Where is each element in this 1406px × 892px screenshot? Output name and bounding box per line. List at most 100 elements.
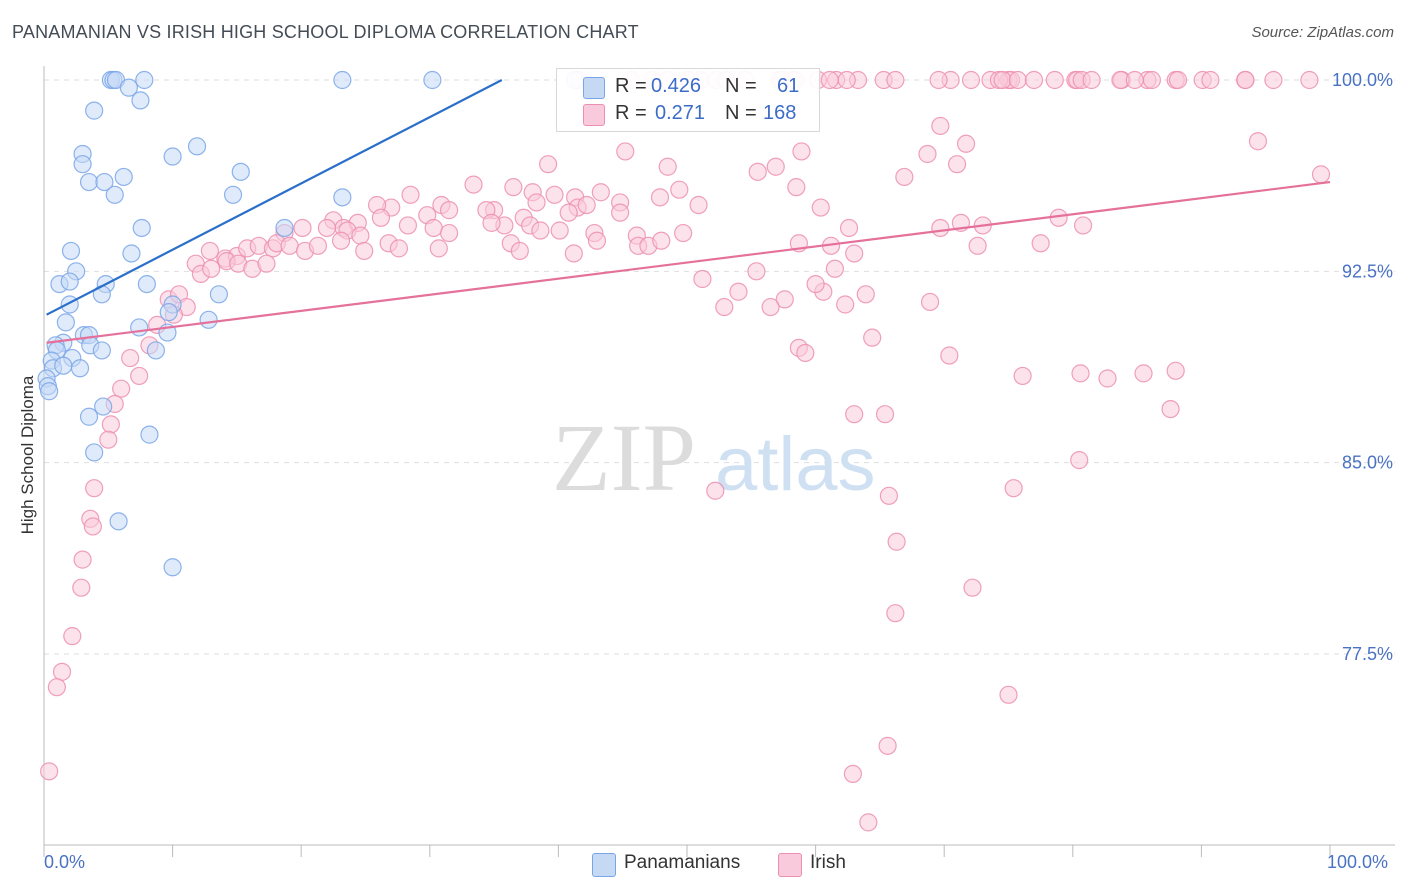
- bottom-legend-swatch-panamanians: [592, 853, 616, 877]
- irish-point-44: [1142, 70, 1162, 90]
- panamanian-point-15: [114, 167, 133, 187]
- legend-n-value-irish: 168: [763, 102, 797, 124]
- panamanian-point-22: [275, 218, 294, 238]
- panamanian-point-45: [92, 341, 111, 360]
- panamanian-point-37: [130, 318, 149, 337]
- legend-n-label: N =: [725, 75, 757, 97]
- panamanian-point-59: [109, 512, 128, 531]
- panamanian-point-16: [79, 172, 99, 192]
- irish-point-47: [1236, 70, 1255, 90]
- irish-point-138: [202, 259, 221, 278]
- irish-point-194: [886, 604, 905, 623]
- legend-r-value-irish: 0.271: [655, 102, 706, 124]
- irish-point-143: [747, 262, 766, 281]
- irish-point-106: [550, 221, 569, 240]
- irish-point-156: [121, 348, 140, 368]
- irish-point-85: [689, 195, 708, 215]
- irish-point-95: [424, 218, 443, 238]
- legend-n-label: N =: [725, 102, 757, 124]
- irish-point-93: [371, 208, 391, 227]
- irish-point-109: [351, 226, 370, 245]
- x-tick-label-min: 0.0%: [44, 852, 86, 872]
- source-credit: Source: ZipAtlas.com: [1251, 24, 1394, 41]
- irish-point-171: [806, 274, 825, 294]
- irish-point-71: [527, 193, 546, 212]
- panamanian-point-50: [54, 356, 73, 375]
- irish-point-51: [616, 142, 635, 161]
- irish-point-196: [878, 736, 897, 755]
- irish-point-29: [820, 70, 839, 90]
- irish-point-53: [918, 144, 937, 164]
- irish-point-175: [761, 297, 780, 317]
- irish-point-167: [63, 627, 82, 646]
- irish-point-177: [796, 343, 815, 363]
- panamanian-point-51: [70, 359, 90, 378]
- irish-point-169: [47, 678, 66, 697]
- panamanian-point-46: [146, 341, 165, 360]
- irish-point-157: [130, 366, 149, 386]
- y-tick-label-2: 92.5%: [1342, 261, 1393, 281]
- irish-point-59: [766, 157, 785, 176]
- y-tick-label-1: 85.0%: [1342, 453, 1393, 473]
- y-tick-label-0: 77.5%: [1342, 644, 1393, 664]
- bottom-legend-label-panamanians: Panamanians: [624, 852, 741, 873]
- panamanian-point-10: [187, 137, 207, 156]
- panamanian-point-56: [79, 407, 99, 426]
- irish-point-197: [843, 764, 862, 784]
- irish-point-199: [1073, 216, 1093, 235]
- panamanian-point-31: [209, 285, 228, 304]
- panamanian-point-55: [94, 397, 113, 416]
- irish-point-166: [72, 578, 91, 597]
- irish-point-191: [879, 486, 899, 505]
- irish-point-49: [1248, 132, 1268, 151]
- irish-point-132: [564, 244, 583, 263]
- irish-point-180: [1013, 366, 1032, 386]
- irish-point-115: [1031, 234, 1050, 253]
- panamanian-point-34: [159, 303, 178, 322]
- watermark-zip: ZIP: [552, 404, 696, 511]
- irish-point-48: [931, 116, 950, 136]
- irish-point-160: [101, 415, 120, 434]
- irish-point-146: [920, 292, 940, 312]
- irish-point-70: [591, 183, 610, 202]
- panamanian-point-17: [95, 172, 114, 192]
- irish-point-185: [1161, 399, 1180, 419]
- panamanian-point-4: [333, 70, 352, 90]
- panamanian-point-23: [61, 241, 81, 261]
- irish-point-52: [792, 142, 811, 161]
- irish-point-57: [748, 162, 767, 181]
- irish-point-97: [482, 213, 501, 232]
- irish-point-114: [968, 236, 987, 255]
- irish-point-107: [587, 231, 607, 250]
- irish-point-60: [895, 167, 914, 187]
- watermark-atlas: atlas: [715, 422, 876, 507]
- irish-point-170: [40, 762, 59, 781]
- irish-point-74: [577, 195, 596, 215]
- panamanian-point-19: [105, 185, 124, 204]
- irish-point-123: [280, 236, 299, 255]
- irish-point-161: [99, 430, 118, 449]
- x-tick-label-max: 100.0%: [1327, 852, 1389, 872]
- panamanian-point-8: [131, 91, 150, 110]
- irish-point-16: [1264, 70, 1283, 90]
- irish-point-69: [545, 185, 564, 204]
- irish-point-164: [83, 517, 102, 536]
- legend-r-label: R =: [615, 75, 647, 97]
- legend-r-label: R =: [615, 102, 647, 124]
- irish-point-179: [940, 346, 959, 365]
- panamanian-point-9: [85, 101, 104, 120]
- panamanian-point-14: [231, 162, 250, 181]
- irish-point-100: [293, 218, 312, 238]
- irish-point-183: [1134, 364, 1153, 383]
- legend-r-value-panamanians: 0.426: [651, 75, 702, 97]
- irish-point-189: [706, 481, 725, 500]
- irish-point-127: [355, 241, 374, 261]
- irish-point-43: [1125, 70, 1144, 90]
- irish-point-32: [886, 70, 905, 90]
- irish-point-181: [1071, 364, 1090, 383]
- y-tick-labels: 77.5% 85.0% 92.5% 100.0%: [1332, 70, 1393, 664]
- irish-point-158: [112, 379, 131, 398]
- irish-point-34: [961, 70, 981, 90]
- panamanian-point-12: [163, 147, 182, 166]
